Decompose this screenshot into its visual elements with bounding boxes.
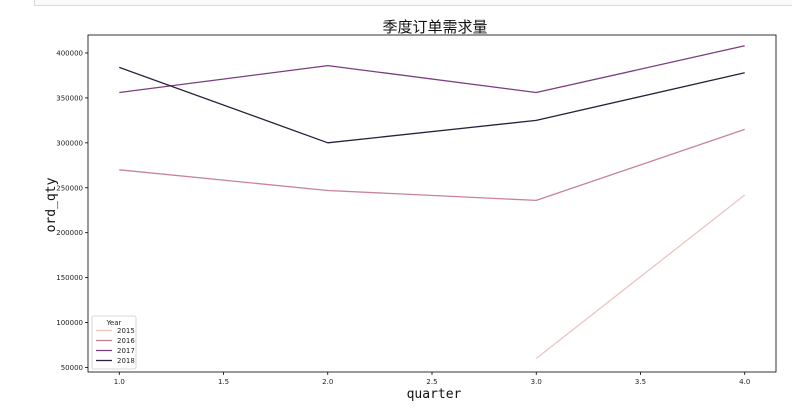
legend-label-2015: 2015 <box>117 327 135 335</box>
y-axis-title: ord_qty <box>44 177 59 232</box>
x-tick-label: 1.5 <box>218 378 229 386</box>
legend-title: Year <box>106 319 122 327</box>
x-tick-label: 4.0 <box>739 378 750 386</box>
x-tick-label: 1.0 <box>114 378 125 386</box>
x-tick-label: 3.0 <box>531 378 542 386</box>
y-axis: 50000 100000 150000 200000 250000 300000 35000… <box>56 49 88 372</box>
x-tick-label: 2.5 <box>426 378 437 386</box>
legend-box <box>91 315 137 370</box>
x-tick-label: 2.0 <box>322 378 333 386</box>
legend-items: 2015 2016 2017 2018 <box>96 327 135 365</box>
x-axis-title: quarter <box>407 387 462 402</box>
y-tick-label: 300000 <box>56 139 83 147</box>
chart-title: 季度订单需求量 <box>382 18 487 36</box>
x-axis: 1.0 1.5 2.0 2.5 3.0 3.5 4.0 <box>114 372 750 386</box>
plot-area-frame <box>87 34 777 373</box>
y-tick-label: 200000 <box>56 229 83 237</box>
series-line-2018 <box>119 66 745 144</box>
legend-label-2016: 2016 <box>117 337 135 345</box>
y-tick-label: 100000 <box>56 319 83 327</box>
x-tick-label: 3.5 <box>635 378 646 386</box>
legend: Year 2015 2016 2017 2018 <box>91 315 137 370</box>
y-tick-label: 400000 <box>56 49 83 57</box>
cell-border <box>34 0 792 6</box>
series-line-2017 <box>119 45 745 94</box>
y-tick-label: 350000 <box>56 94 83 102</box>
series-lines <box>119 45 746 360</box>
y-tick-label: 250000 <box>56 184 83 192</box>
y-tick-label: 50000 <box>61 364 83 372</box>
series-line-2016 <box>119 128 745 202</box>
y-tick-label: 150000 <box>56 274 83 282</box>
notebook-cell-edge <box>0 0 792 10</box>
legend-label-2018: 2018 <box>117 357 135 365</box>
series-line-2015 <box>535 194 746 360</box>
legend-label-2017: 2017 <box>117 347 135 355</box>
